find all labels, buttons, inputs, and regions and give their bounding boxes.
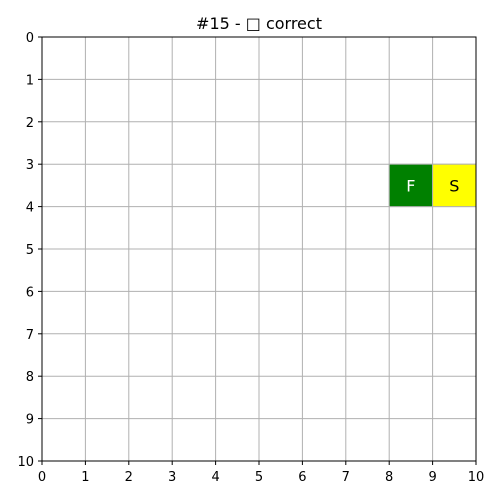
x-tick-label: 4: [211, 470, 219, 485]
y-tick-label: 2: [26, 116, 34, 131]
board-title: #15 - □ correct: [196, 14, 322, 33]
y-tick-label: 1: [26, 73, 34, 88]
x-tick-label: 8: [385, 470, 393, 485]
y-tick-label: 6: [26, 285, 34, 300]
x-tick-label: 9: [428, 470, 436, 485]
y-axis-ticks: 0 1 2 3 4 5 6 7 8 9 10: [17, 31, 42, 470]
start-cell-label: S: [449, 176, 459, 195]
y-tick-label: 5: [26, 243, 34, 258]
x-tick-label: 5: [255, 470, 263, 485]
x-axis-ticks: 0 1 2 3 4 5 6 7 8 9 10: [38, 461, 484, 485]
x-tick-label: 10: [468, 470, 485, 485]
y-tick-label: 7: [26, 328, 34, 343]
start-cell: S: [432, 163, 477, 208]
y-tick-label: 4: [26, 201, 34, 216]
x-tick-label: 1: [81, 470, 89, 485]
x-tick-label: 3: [168, 470, 176, 485]
finish-cell: F: [388, 163, 434, 208]
x-tick-label: 6: [298, 470, 306, 485]
y-tick-label: 10: [17, 455, 34, 470]
y-tick-label: 8: [26, 370, 34, 385]
x-tick-label: 0: [38, 470, 46, 485]
y-tick-label: 9: [26, 413, 34, 428]
start-cell-fill: [432, 163, 477, 208]
y-tick-label: 0: [26, 31, 34, 46]
y-tick-label: 3: [26, 158, 34, 173]
x-tick-label: 7: [342, 470, 350, 485]
finish-cell-label: F: [406, 176, 415, 195]
x-tick-label: 2: [125, 470, 133, 485]
